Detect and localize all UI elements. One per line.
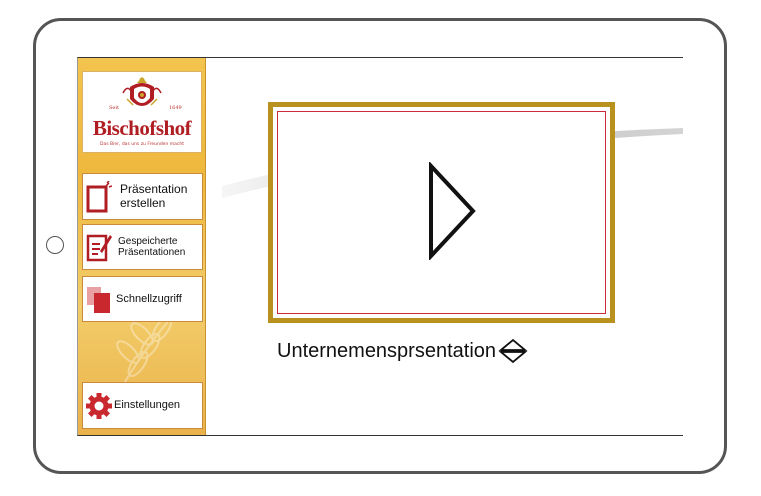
quick-access-label: Schnellzugriff bbox=[116, 292, 182, 305]
presentation-preview[interactable] bbox=[268, 102, 615, 323]
saved-presentations-label: Gespeicherte Präsentationen bbox=[118, 235, 186, 259]
crest-icon bbox=[122, 77, 162, 106]
presentation-title-row: Unternemensprsentation bbox=[277, 338, 529, 364]
sort-up-down-icon[interactable] bbox=[497, 338, 529, 364]
play-icon[interactable] bbox=[425, 162, 479, 260]
create-presentation-label: Präsentation erstellen bbox=[120, 181, 188, 210]
quick-access-icon bbox=[87, 287, 110, 313]
crest-text-year: 1649 bbox=[169, 105, 182, 111]
saved-presentations-icon bbox=[86, 234, 112, 262]
crest-text-since: Seit bbox=[109, 105, 119, 111]
app-screen: Seit 1649 Bischofshof Das Bier, das uns … bbox=[77, 57, 683, 436]
new-presentation-icon bbox=[86, 180, 112, 212]
saved-presentations-button[interactable]: Gespeicherte Präsentationen bbox=[82, 224, 203, 270]
sidebar: Seit 1649 Bischofshof Das Bier, das uns … bbox=[78, 58, 206, 435]
gear-icon bbox=[86, 392, 112, 419]
create-presentation-button[interactable]: Präsentation erstellen bbox=[82, 173, 203, 220]
home-button[interactable] bbox=[46, 236, 64, 254]
presentation-title[interactable]: Unternemensprsentation bbox=[277, 339, 497, 362]
slide-frame bbox=[277, 111, 606, 314]
brand-name: Bischofshof bbox=[92, 116, 192, 140]
quick-access-button[interactable]: Schnellzugriff bbox=[82, 276, 203, 322]
settings-button[interactable]: Einstellungen bbox=[82, 382, 203, 429]
settings-label: Einstellungen bbox=[114, 399, 181, 412]
brand-slogan: Das Bier, das uns zu Freunden macht bbox=[100, 142, 184, 147]
brand-logo: Seit 1649 Bischofshof Das Bier, das uns … bbox=[82, 71, 202, 153]
background-swoosh bbox=[222, 128, 683, 198]
